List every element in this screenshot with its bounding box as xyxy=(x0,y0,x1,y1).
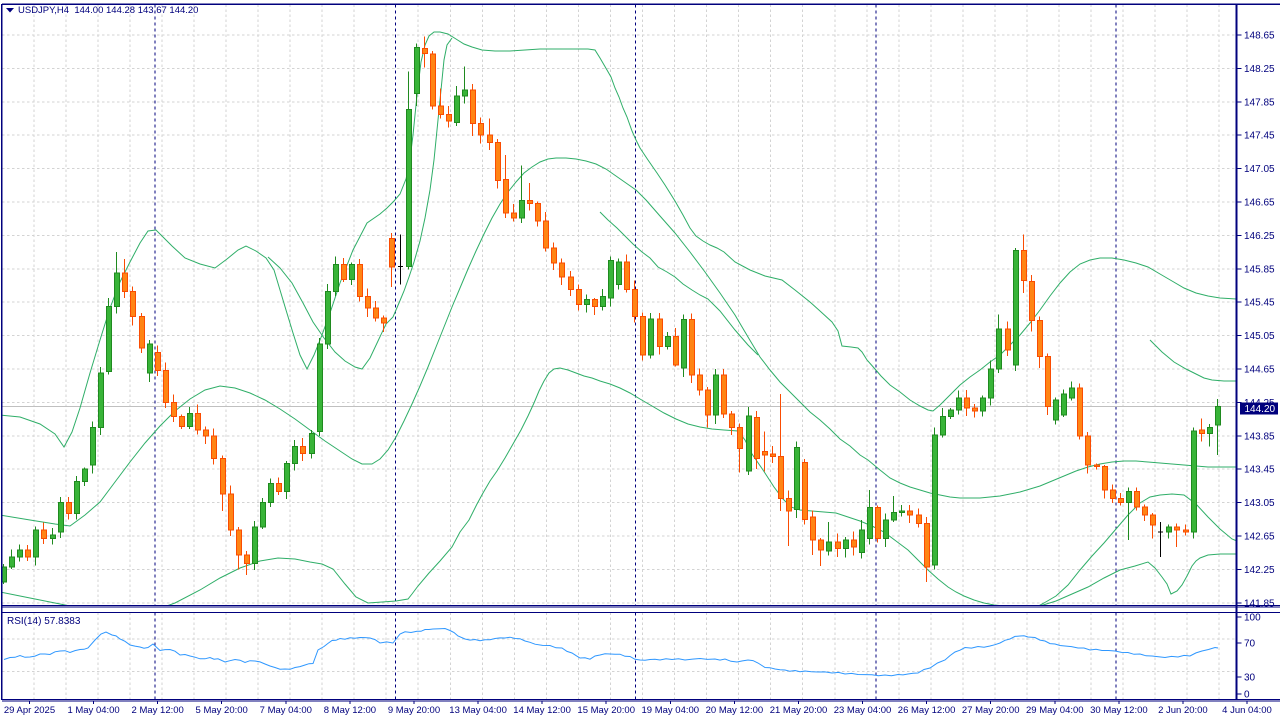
svg-text:27 May 20:00: 27 May 20:00 xyxy=(962,705,1020,716)
svg-text:145.45: 145.45 xyxy=(1244,298,1275,309)
svg-text:141.85: 141.85 xyxy=(1244,598,1275,609)
svg-text:20 May 12:00: 20 May 12:00 xyxy=(706,705,764,716)
svg-text:148.65: 148.65 xyxy=(1244,31,1275,42)
svg-text:30 May 12:00: 30 May 12:00 xyxy=(1090,705,1148,716)
svg-text:146.25: 146.25 xyxy=(1244,231,1275,242)
svg-text:5 May 20:00: 5 May 20:00 xyxy=(196,705,248,716)
svg-text:0: 0 xyxy=(1244,690,1250,701)
svg-text:1 May 04:00: 1 May 04:00 xyxy=(67,705,119,716)
svg-text:142.25: 142.25 xyxy=(1244,565,1275,576)
svg-text:21 May 20:00: 21 May 20:00 xyxy=(770,705,828,716)
svg-text:143.05: 143.05 xyxy=(1244,498,1275,509)
svg-text:23 May 04:00: 23 May 04:00 xyxy=(834,705,892,716)
svg-text:143.45: 143.45 xyxy=(1244,465,1275,476)
svg-text:147.05: 147.05 xyxy=(1244,164,1275,175)
svg-text:RSI(14) 57.8383: RSI(14) 57.8383 xyxy=(7,616,81,627)
svg-text:144.65: 144.65 xyxy=(1244,365,1275,376)
svg-text:142.65: 142.65 xyxy=(1244,532,1275,543)
svg-text:2 May 12:00: 2 May 12:00 xyxy=(132,705,184,716)
svg-text:19 May 04:00: 19 May 04:00 xyxy=(642,705,700,716)
svg-text:144.20: 144.20 xyxy=(1245,404,1276,415)
svg-text:145.85: 145.85 xyxy=(1244,264,1275,275)
svg-text:146.65: 146.65 xyxy=(1244,198,1275,209)
svg-text:147.85: 147.85 xyxy=(1244,97,1275,108)
svg-text:4 Jun 04:00: 4 Jun 04:00 xyxy=(1222,705,1272,716)
svg-text:2 Jun 20:00: 2 Jun 20:00 xyxy=(1158,705,1208,716)
svg-text:143.85: 143.85 xyxy=(1244,431,1275,442)
svg-text:9 May 20:00: 9 May 20:00 xyxy=(388,705,440,716)
svg-text:147.45: 147.45 xyxy=(1244,131,1275,142)
svg-text:7 May 04:00: 7 May 04:00 xyxy=(260,705,312,716)
svg-text:USDJPY,H4 144.00 144.28 143.6: USDJPY,H4 144.00 144.28 143.67 144.20 xyxy=(18,5,198,16)
svg-text:29 Apr 2025: 29 Apr 2025 xyxy=(4,705,55,716)
svg-text:70: 70 xyxy=(1244,639,1256,650)
svg-text:14 May 12:00: 14 May 12:00 xyxy=(513,705,571,716)
svg-text:8 May 12:00: 8 May 12:00 xyxy=(324,705,376,716)
svg-text:148.25: 148.25 xyxy=(1244,64,1275,75)
svg-text:145.05: 145.05 xyxy=(1244,331,1275,342)
svg-text:100: 100 xyxy=(1244,613,1261,624)
svg-text:30: 30 xyxy=(1244,673,1256,684)
svg-text:26 May 12:00: 26 May 12:00 xyxy=(898,705,956,716)
svg-text:13 May 04:00: 13 May 04:00 xyxy=(449,705,507,716)
svg-text:29 May 04:00: 29 May 04:00 xyxy=(1026,705,1084,716)
svg-text:15 May 20:00: 15 May 20:00 xyxy=(577,705,635,716)
